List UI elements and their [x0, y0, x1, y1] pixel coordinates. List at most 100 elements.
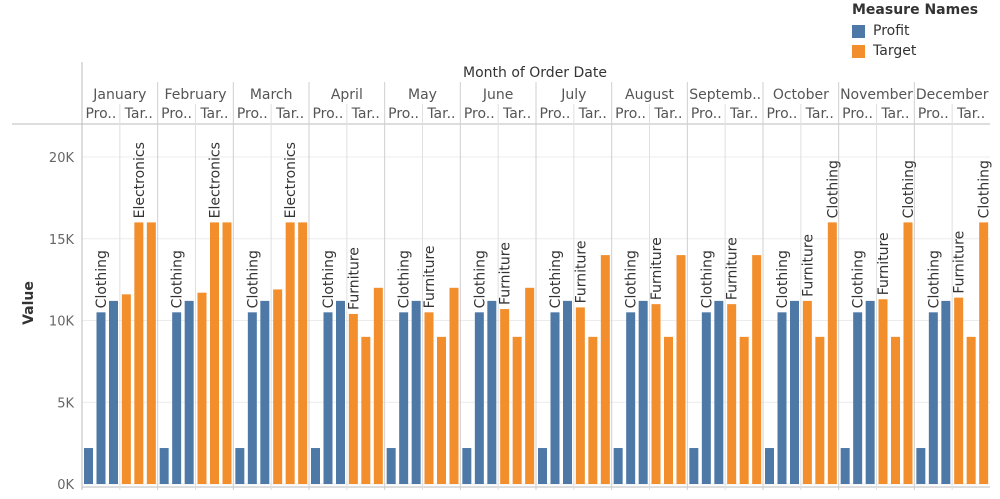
profit-bar[interactable] [550, 312, 560, 484]
bar-label: Furniture [649, 237, 665, 300]
target-bar[interactable] [575, 307, 585, 484]
target-bar[interactable] [966, 336, 976, 484]
profit-bar[interactable] [865, 300, 875, 484]
bar-label: Clothing [977, 160, 993, 218]
bar-label: Clothing [901, 160, 917, 218]
profit-bar[interactable] [563, 300, 572, 484]
target-bar[interactable] [752, 255, 762, 484]
measure-sub-header: Pro.. [691, 106, 722, 122]
target-bar[interactable] [134, 222, 144, 484]
profit-bar[interactable] [853, 312, 863, 484]
target-bar[interactable] [827, 222, 837, 484]
profit-bar[interactable] [184, 300, 194, 484]
y-axis-label: Value [21, 281, 37, 325]
profit-bar[interactable] [336, 300, 345, 484]
target-bar[interactable] [298, 222, 308, 484]
target-bar[interactable] [146, 222, 156, 484]
target-bar[interactable] [664, 336, 673, 484]
bar-label: Clothing [321, 250, 337, 308]
profit-bar[interactable] [323, 312, 333, 484]
target-bar[interactable] [815, 336, 825, 484]
profit-bar[interactable] [109, 300, 118, 484]
month-header: July [560, 87, 586, 103]
profit-bar[interactable] [474, 312, 484, 484]
target-bar[interactable] [512, 336, 522, 484]
target-bar[interactable] [676, 255, 686, 484]
target-bar[interactable] [802, 300, 812, 484]
profit-bar[interactable] [638, 300, 648, 484]
profit-bar[interactable] [840, 448, 850, 484]
target-bar[interactable] [210, 222, 219, 484]
profit-bar[interactable] [462, 448, 472, 484]
bar-label: Clothing [851, 250, 867, 308]
target-bar[interactable] [222, 222, 232, 484]
target-bar[interactable] [348, 313, 358, 484]
bar-label: Furniture [422, 245, 438, 308]
target-bar[interactable] [437, 336, 446, 484]
target-bar[interactable] [424, 312, 434, 484]
target-bar[interactable] [954, 297, 964, 484]
profit-bar[interactable] [247, 312, 257, 484]
profit-bar[interactable] [487, 300, 497, 484]
profit-bar[interactable] [96, 312, 106, 484]
month-header: May [408, 87, 437, 103]
profit-bar[interactable] [235, 448, 245, 484]
profit-bar[interactable] [538, 448, 547, 484]
profit-bar[interactable] [311, 448, 320, 484]
profit-bar[interactable] [172, 312, 182, 484]
target-bar[interactable] [361, 336, 371, 484]
profit-bar[interactable] [765, 448, 774, 484]
profit-bar[interactable] [613, 448, 623, 484]
target-bar[interactable] [273, 289, 283, 484]
profit-bar[interactable] [689, 448, 699, 484]
profit-bar[interactable] [941, 300, 951, 484]
target-bar[interactable] [878, 299, 888, 484]
profit-bar[interactable] [714, 300, 724, 484]
target-bar[interactable] [727, 304, 737, 484]
y-tick-label: 15K [49, 233, 75, 248]
target-bar[interactable] [373, 287, 383, 484]
y-tick-label: 10K [49, 315, 75, 330]
bar-label: Clothing [94, 250, 110, 308]
profit-bar[interactable] [928, 312, 938, 484]
target-bar[interactable] [979, 222, 989, 484]
profit-bar[interactable] [386, 448, 396, 484]
profit-bar[interactable] [411, 300, 421, 484]
profit-bar[interactable] [84, 448, 93, 484]
profit-bar[interactable] [790, 300, 799, 484]
measure-sub-header: Pro.. [842, 106, 873, 122]
profit-bar[interactable] [701, 312, 711, 484]
measure-sub-header: Pro.. [388, 106, 419, 122]
month-header: November [840, 87, 913, 103]
measure-sub-header: Pro.. [539, 106, 570, 122]
target-bar[interactable] [903, 222, 913, 484]
target-bar[interactable] [525, 287, 535, 484]
profit-bar[interactable] [777, 312, 787, 484]
target-bar[interactable] [739, 336, 749, 484]
legend-item-profit[interactable]: Profit [852, 21, 978, 41]
bar-label: Electronics [208, 142, 224, 218]
bar-label: Furniture [800, 234, 816, 297]
legend-item-target[interactable]: Target [852, 41, 978, 61]
measure-sub-header: Pro.. [237, 106, 268, 122]
target-bar[interactable] [891, 336, 900, 484]
profit-bar[interactable] [159, 448, 169, 484]
target-bar[interactable] [197, 292, 207, 484]
bar-label: Electronics [132, 142, 148, 218]
profit-bar[interactable] [399, 312, 409, 484]
column-headers: Month of Order Date January Pro.. Tar.. Feb… [85, 65, 988, 122]
target-bar[interactable] [600, 255, 610, 484]
target-bar[interactable] [449, 287, 459, 484]
profit-bar[interactable] [260, 300, 270, 484]
bar-label: Furniture [573, 241, 589, 304]
target-bar[interactable] [121, 294, 131, 484]
profit-bar[interactable] [626, 312, 636, 484]
bar-labels: Clothing Electronics Clothing Electronics Cl… [94, 142, 993, 310]
target-bar[interactable] [651, 304, 661, 484]
profit-bar[interactable] [916, 448, 926, 484]
legend-label-profit: Profit [873, 23, 910, 39]
target-bar[interactable] [285, 222, 295, 484]
bar-label: Electronics [283, 142, 299, 218]
target-bar[interactable] [500, 309, 510, 484]
target-bar[interactable] [588, 336, 598, 484]
